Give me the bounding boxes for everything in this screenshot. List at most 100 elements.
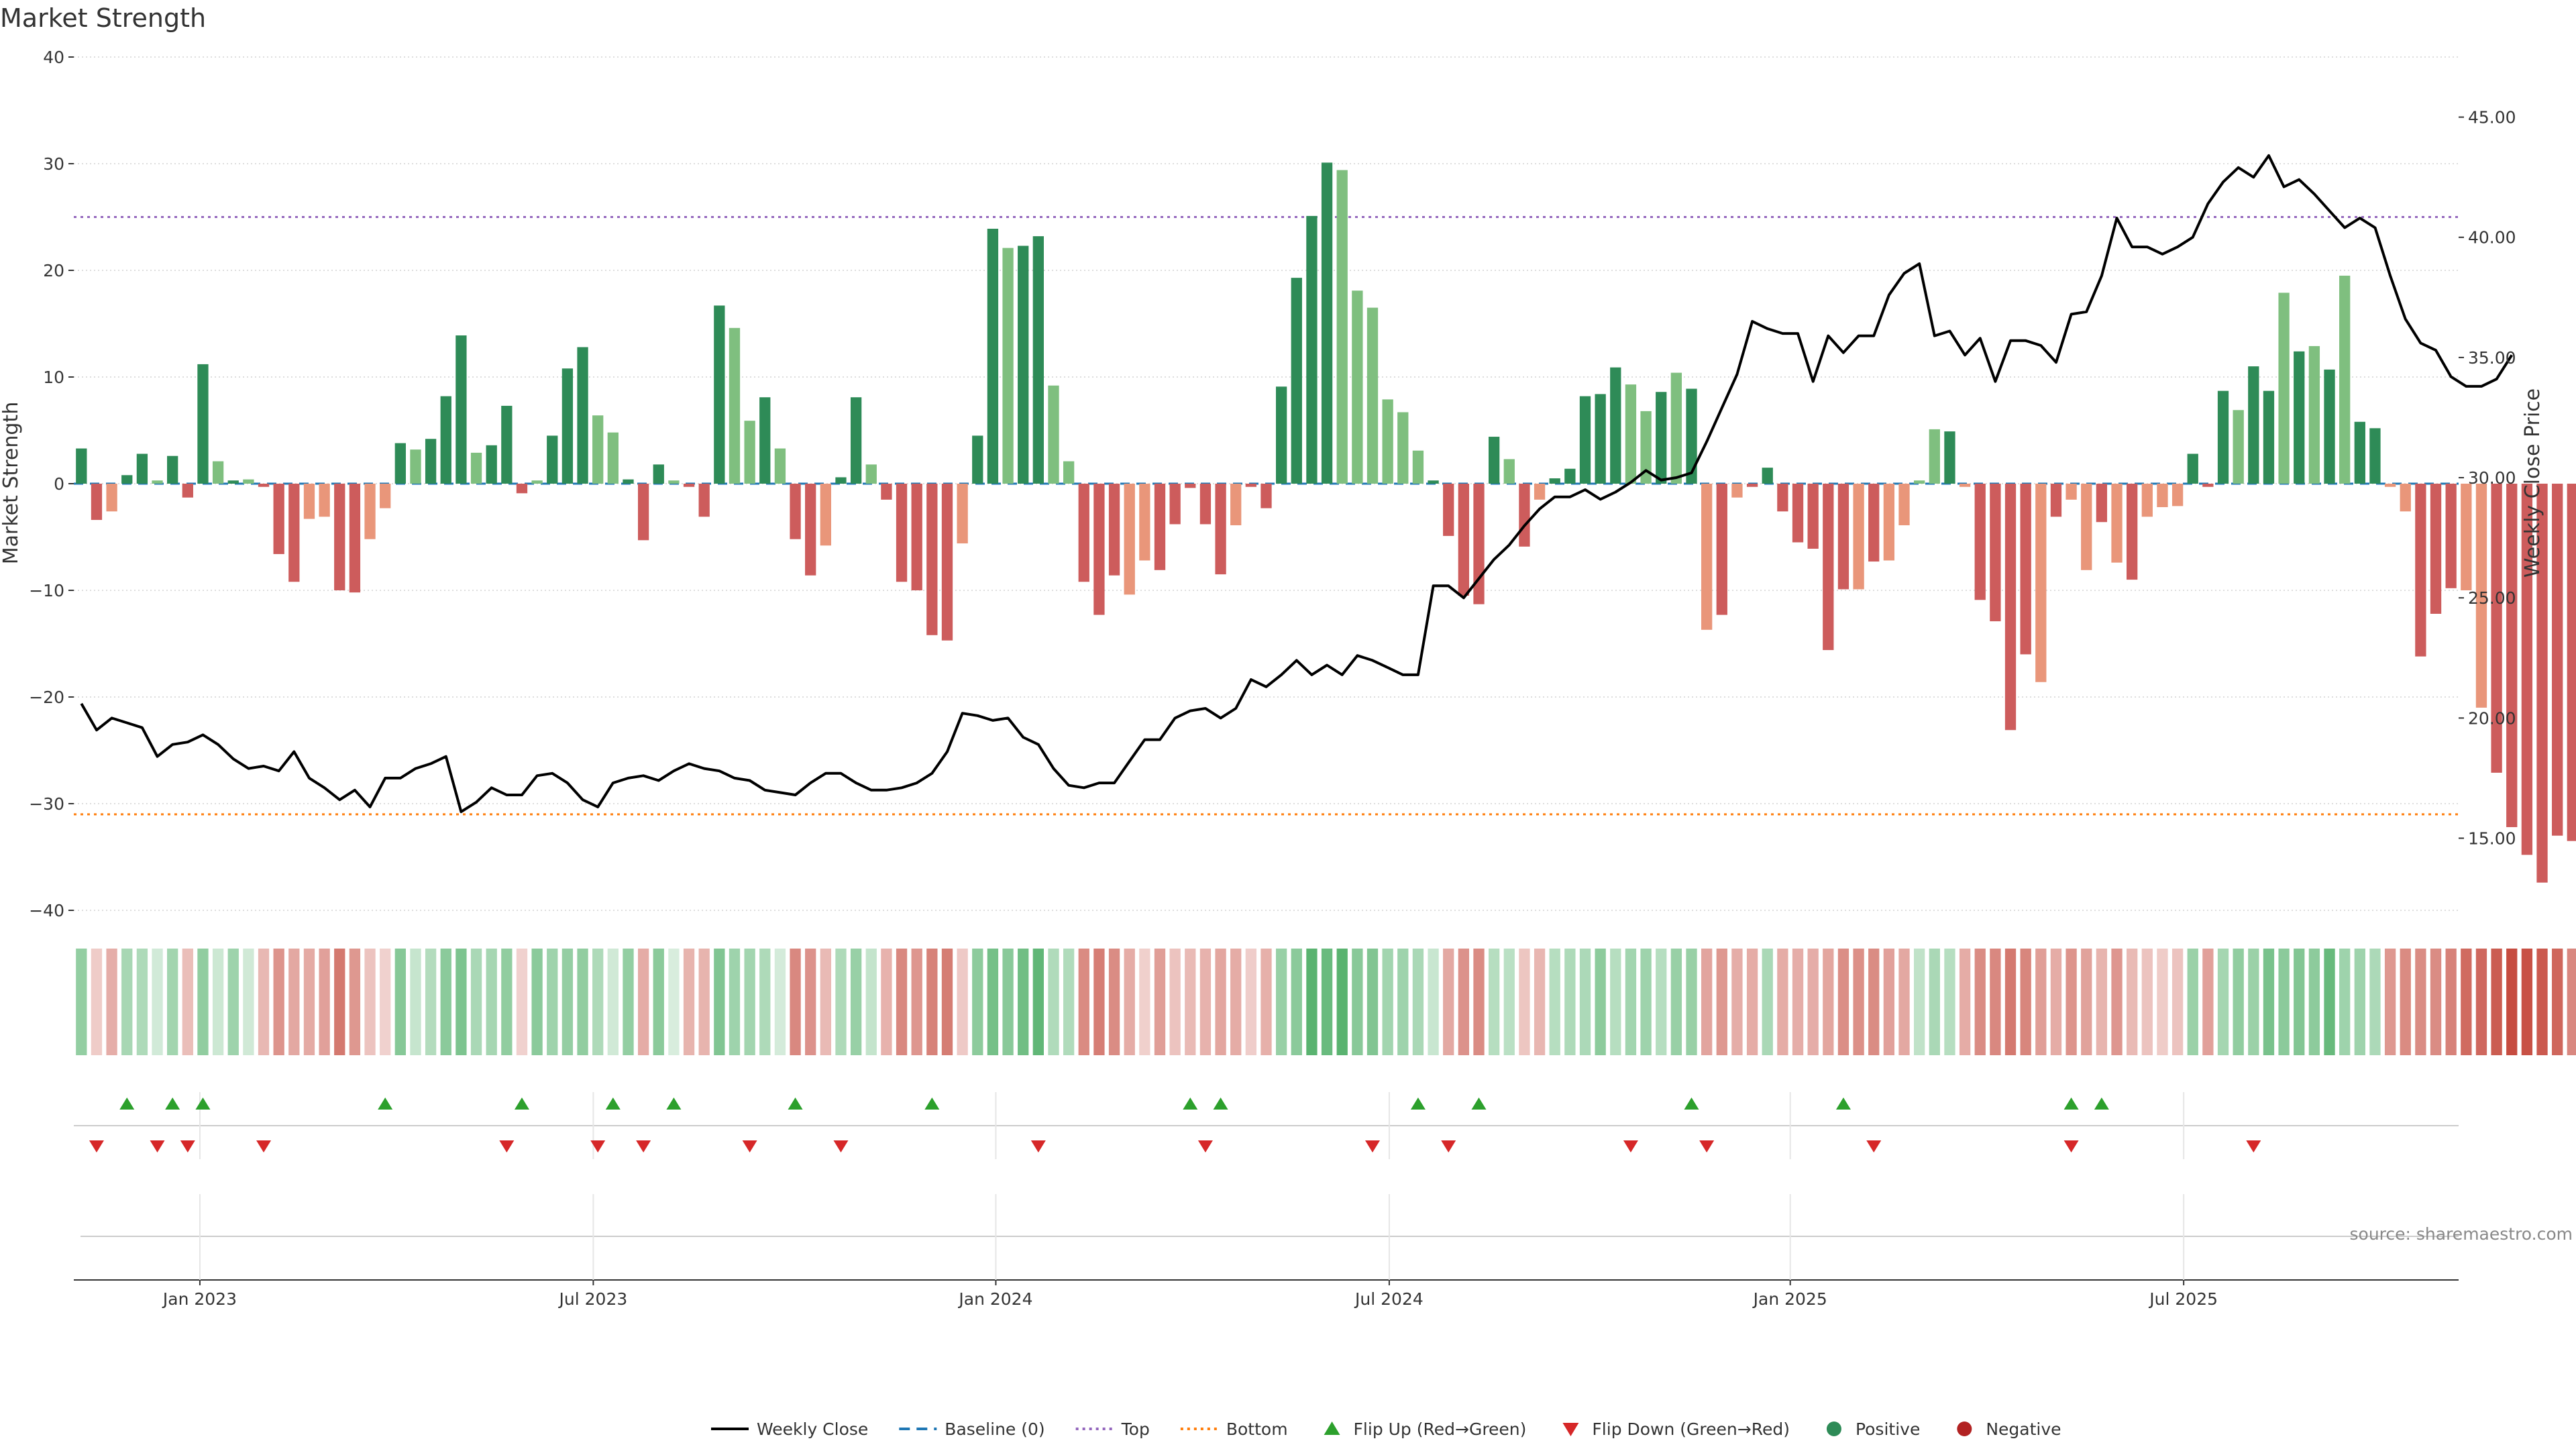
heat-strip-cell: [486, 949, 497, 1055]
y2-tick-label: 40.00: [2468, 228, 2516, 248]
strength-bar: [1473, 484, 1485, 604]
strength-bar: [896, 484, 908, 582]
strength-bar: [1640, 411, 1652, 484]
flip-up-marker: [2063, 1097, 2079, 1110]
heat-strip-cell: [1002, 949, 1014, 1055]
heat-strip-cell: [911, 949, 922, 1055]
heat-strip-cell: [1032, 949, 1044, 1055]
heat-strip-cell: [1883, 949, 1895, 1055]
strength-bar: [1397, 412, 1409, 484]
heat-strip-cell: [2187, 949, 2198, 1055]
strength-bar: [1853, 484, 1864, 590]
heat-strip-cell: [957, 949, 968, 1055]
heat-strip-cell: [1230, 949, 1242, 1055]
heat-strip-cell: [349, 949, 361, 1055]
heat-strip-cell: [592, 949, 604, 1055]
heat-strip-cell: [2552, 949, 2563, 1055]
strength-bar: [319, 484, 330, 517]
heat-strip-cell: [2536, 949, 2548, 1055]
heat-strip-cell: [1260, 949, 1272, 1055]
strength-bar: [288, 484, 300, 582]
strength-bar: [547, 435, 558, 484]
strength-bar: [2445, 484, 2457, 588]
strength-bar: [1169, 484, 1181, 525]
strength-bar: [1108, 484, 1120, 576]
strength-bar: [577, 347, 588, 484]
x-tick-label: Jul 2023: [558, 1289, 628, 1309]
legend-item: Negative: [1957, 1419, 2061, 1439]
heat-strip-cell: [2461, 949, 2472, 1055]
strength-bar: [714, 305, 725, 484]
heat-strip-cell: [820, 949, 831, 1055]
flip-up-marker: [1410, 1097, 1426, 1110]
strength-bar: [1428, 480, 1439, 484]
strength-bar: [1610, 367, 1621, 484]
heat-strip-cell: [197, 949, 209, 1055]
flip-down-marker: [2063, 1140, 2079, 1152]
heat-strip: [76, 949, 2576, 1055]
legend-item: Top: [1075, 1419, 1150, 1439]
heat-strip-cell: [1488, 949, 1500, 1055]
heat-strip-cell: [1473, 949, 1485, 1055]
heat-strip-cell: [2127, 949, 2138, 1055]
strength-bar: [790, 484, 801, 539]
strength-bar: [501, 405, 513, 484]
strength-bar: [1291, 278, 1302, 484]
strength-bar: [1549, 478, 1560, 484]
strength-bar: [364, 484, 376, 539]
heat-strip-cell: [243, 949, 254, 1055]
strength-bar: [1792, 484, 1804, 543]
strength-bar: [394, 443, 406, 484]
heat-strip-cell: [1048, 949, 1059, 1055]
strength-bar: [1837, 484, 1849, 590]
strength-bar: [273, 484, 284, 554]
flip-down-marker: [1365, 1140, 1381, 1152]
heat-strip-cell: [1701, 949, 1713, 1055]
legend-label: Flip Up (Red→Green): [1354, 1419, 1527, 1439]
strength-bar: [1002, 248, 1014, 484]
y-tick-label: 10: [43, 368, 64, 387]
strength-bar: [835, 477, 847, 484]
heat-strip-cell: [2157, 949, 2168, 1055]
heat-strip-cell: [1990, 949, 2001, 1055]
strength-bar: [2081, 484, 2092, 570]
x-tick-label: Jul 2025: [2148, 1289, 2218, 1309]
strength-bar: [1670, 372, 1682, 484]
heat-strip-cell: [698, 949, 710, 1055]
heat-strip-cell: [896, 949, 908, 1055]
legend-label: Negative: [1986, 1419, 2061, 1439]
heat-strip-cell: [1898, 949, 1910, 1055]
flip-down-marker: [89, 1140, 104, 1152]
strength-bar: [972, 435, 983, 484]
strength-bar: [2491, 484, 2502, 773]
heat-strip-cell: [1670, 949, 1682, 1055]
heat-strip-cell: [1610, 949, 1621, 1055]
heat-strip-cell: [1169, 949, 1181, 1055]
flip-down-marker: [1197, 1140, 1213, 1152]
heat-strip-cell: [1868, 949, 1880, 1055]
strength-bar: [1078, 484, 1089, 582]
strength-bar: [850, 397, 862, 484]
heat-strip-cell: [926, 949, 938, 1055]
flip-up-marker: [2094, 1097, 2109, 1110]
heat-strip-cell: [1139, 949, 1150, 1055]
strength-bar: [729, 327, 741, 484]
strength-bar: [2157, 484, 2168, 507]
heat-strip-cell: [2004, 949, 2017, 1055]
strength-bar: [2065, 484, 2077, 500]
strength-bar: [2536, 484, 2548, 883]
heat-strip-cell: [1944, 949, 1955, 1055]
heat-strip-cell: [258, 949, 270, 1055]
heat-strip-cell: [2081, 949, 2092, 1055]
strength-bar: [1366, 307, 1379, 484]
heat-strip-cell: [2217, 949, 2229, 1055]
legend-swatch: [1324, 1421, 1340, 1435]
x-axis: Jan 2023 Jul 2023 Jan 2024 Jul 2024 Jan 2025…: [74, 1194, 2459, 1309]
y-tick-label: 0: [54, 474, 64, 494]
legend-item: Weekly Close: [711, 1419, 868, 1439]
legend-item: Bottom: [1180, 1419, 1288, 1439]
heat-strip-cell: [182, 949, 193, 1055]
strength-bar: [1215, 484, 1226, 575]
strength-bar: [2020, 484, 2031, 655]
